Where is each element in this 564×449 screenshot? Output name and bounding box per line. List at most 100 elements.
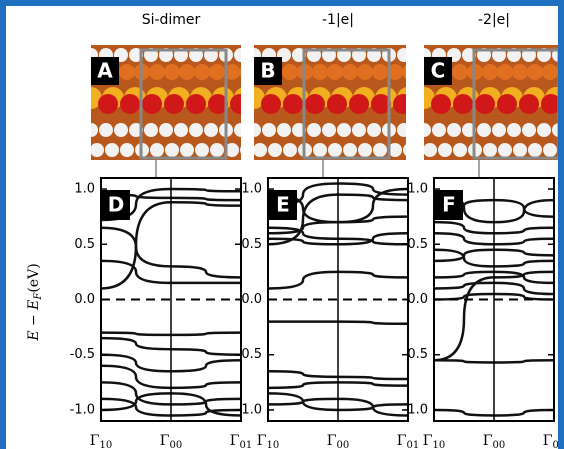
y-tick-label: -1.0	[403, 402, 428, 417]
atom	[105, 143, 119, 157]
y-tick-label: 0.5	[241, 237, 262, 252]
atom	[453, 143, 467, 157]
atom	[403, 143, 417, 157]
k-symbol: Γ	[257, 433, 267, 449]
y-tick-label: -1.0	[70, 402, 95, 417]
atom	[247, 123, 261, 137]
k-symbol: Γ	[90, 433, 100, 449]
k-symbol: Γ	[327, 433, 337, 449]
atom	[204, 123, 218, 137]
k-symbol: Γ	[423, 433, 433, 449]
atom	[492, 123, 506, 137]
atom	[195, 143, 209, 157]
k-point-label: Γ00	[483, 433, 505, 449]
atom	[452, 64, 468, 80]
atom	[313, 143, 327, 157]
k-point-label: Γ10	[90, 433, 112, 449]
atom	[268, 143, 282, 157]
figure: E − EF(eV) Si-dimerAD1.00.50.0-0.5-1.0Γ1…	[0, 0, 564, 449]
k-point-label: Γ00	[160, 433, 182, 449]
atom	[528, 143, 542, 157]
atom	[349, 94, 369, 114]
atom	[327, 64, 343, 80]
k-symbol: Γ	[543, 433, 553, 449]
panel-title: Si-dimer	[142, 12, 201, 28]
atom	[209, 64, 225, 80]
atom	[352, 123, 366, 137]
k-sub: 10	[432, 440, 445, 449]
atom	[253, 143, 267, 157]
atom	[343, 143, 357, 157]
y-tick-label: 0.5	[407, 237, 428, 252]
y-tick-label: 0.5	[74, 237, 95, 252]
y-label-main: E − E	[26, 300, 42, 342]
atom	[282, 64, 298, 80]
atom	[239, 64, 255, 80]
atom	[283, 94, 303, 114]
k-point-label: Γ01	[543, 433, 564, 449]
atom	[179, 64, 195, 80]
atom	[513, 143, 527, 157]
band-letter: F	[442, 193, 456, 217]
atom	[522, 123, 536, 137]
atom	[180, 143, 194, 157]
atom	[322, 123, 336, 137]
atom	[194, 64, 210, 80]
atom	[357, 64, 373, 80]
atom	[189, 123, 203, 137]
atom	[558, 143, 564, 157]
atom	[447, 123, 461, 137]
panel-title: -2|e|	[478, 12, 510, 28]
y-tick-label: 0.0	[241, 292, 262, 307]
y-tick-label: 0.0	[407, 292, 428, 307]
atom	[230, 94, 250, 114]
atom	[497, 94, 517, 114]
atom	[477, 123, 491, 137]
atom	[142, 94, 162, 114]
atom	[234, 123, 248, 137]
atom	[512, 64, 528, 80]
atom	[327, 94, 347, 114]
atom	[99, 123, 113, 137]
atom	[283, 143, 297, 157]
atom	[262, 123, 276, 137]
atom	[507, 123, 521, 137]
atom	[210, 143, 224, 157]
k-sub: 01	[406, 440, 419, 449]
atom	[164, 94, 184, 114]
k-sub: 01	[239, 440, 252, 449]
atom	[277, 123, 291, 137]
band-letter: D	[108, 193, 125, 217]
image-letter: C	[431, 59, 446, 83]
atom	[542, 64, 558, 80]
y-tick-label: -0.5	[403, 347, 428, 362]
atom	[527, 64, 543, 80]
atom	[186, 94, 206, 114]
atom	[402, 64, 418, 80]
atom	[305, 94, 325, 114]
atom	[165, 143, 179, 157]
k-point-label: Γ10	[423, 433, 445, 449]
k-sub: 00	[492, 440, 505, 449]
y-axis-label: E − EF(eV)	[26, 263, 44, 341]
atom	[453, 94, 473, 114]
atom	[98, 94, 118, 114]
image-letter: A	[97, 59, 113, 83]
atom	[519, 94, 539, 114]
y-tick-label: 1.0	[407, 182, 428, 197]
k-sub: 00	[336, 440, 349, 449]
atom	[164, 64, 180, 80]
atom	[358, 143, 372, 157]
atom	[423, 143, 437, 157]
atom	[541, 94, 561, 114]
y-tick-label: 1.0	[74, 182, 95, 197]
atom	[497, 64, 513, 80]
atom	[498, 143, 512, 157]
atom	[438, 143, 452, 157]
k-point-label: Γ01	[397, 433, 419, 449]
atom	[90, 143, 104, 157]
atom	[342, 64, 358, 80]
k-point-label: Γ01	[230, 433, 252, 449]
atom	[397, 48, 411, 62]
atom	[120, 94, 140, 114]
